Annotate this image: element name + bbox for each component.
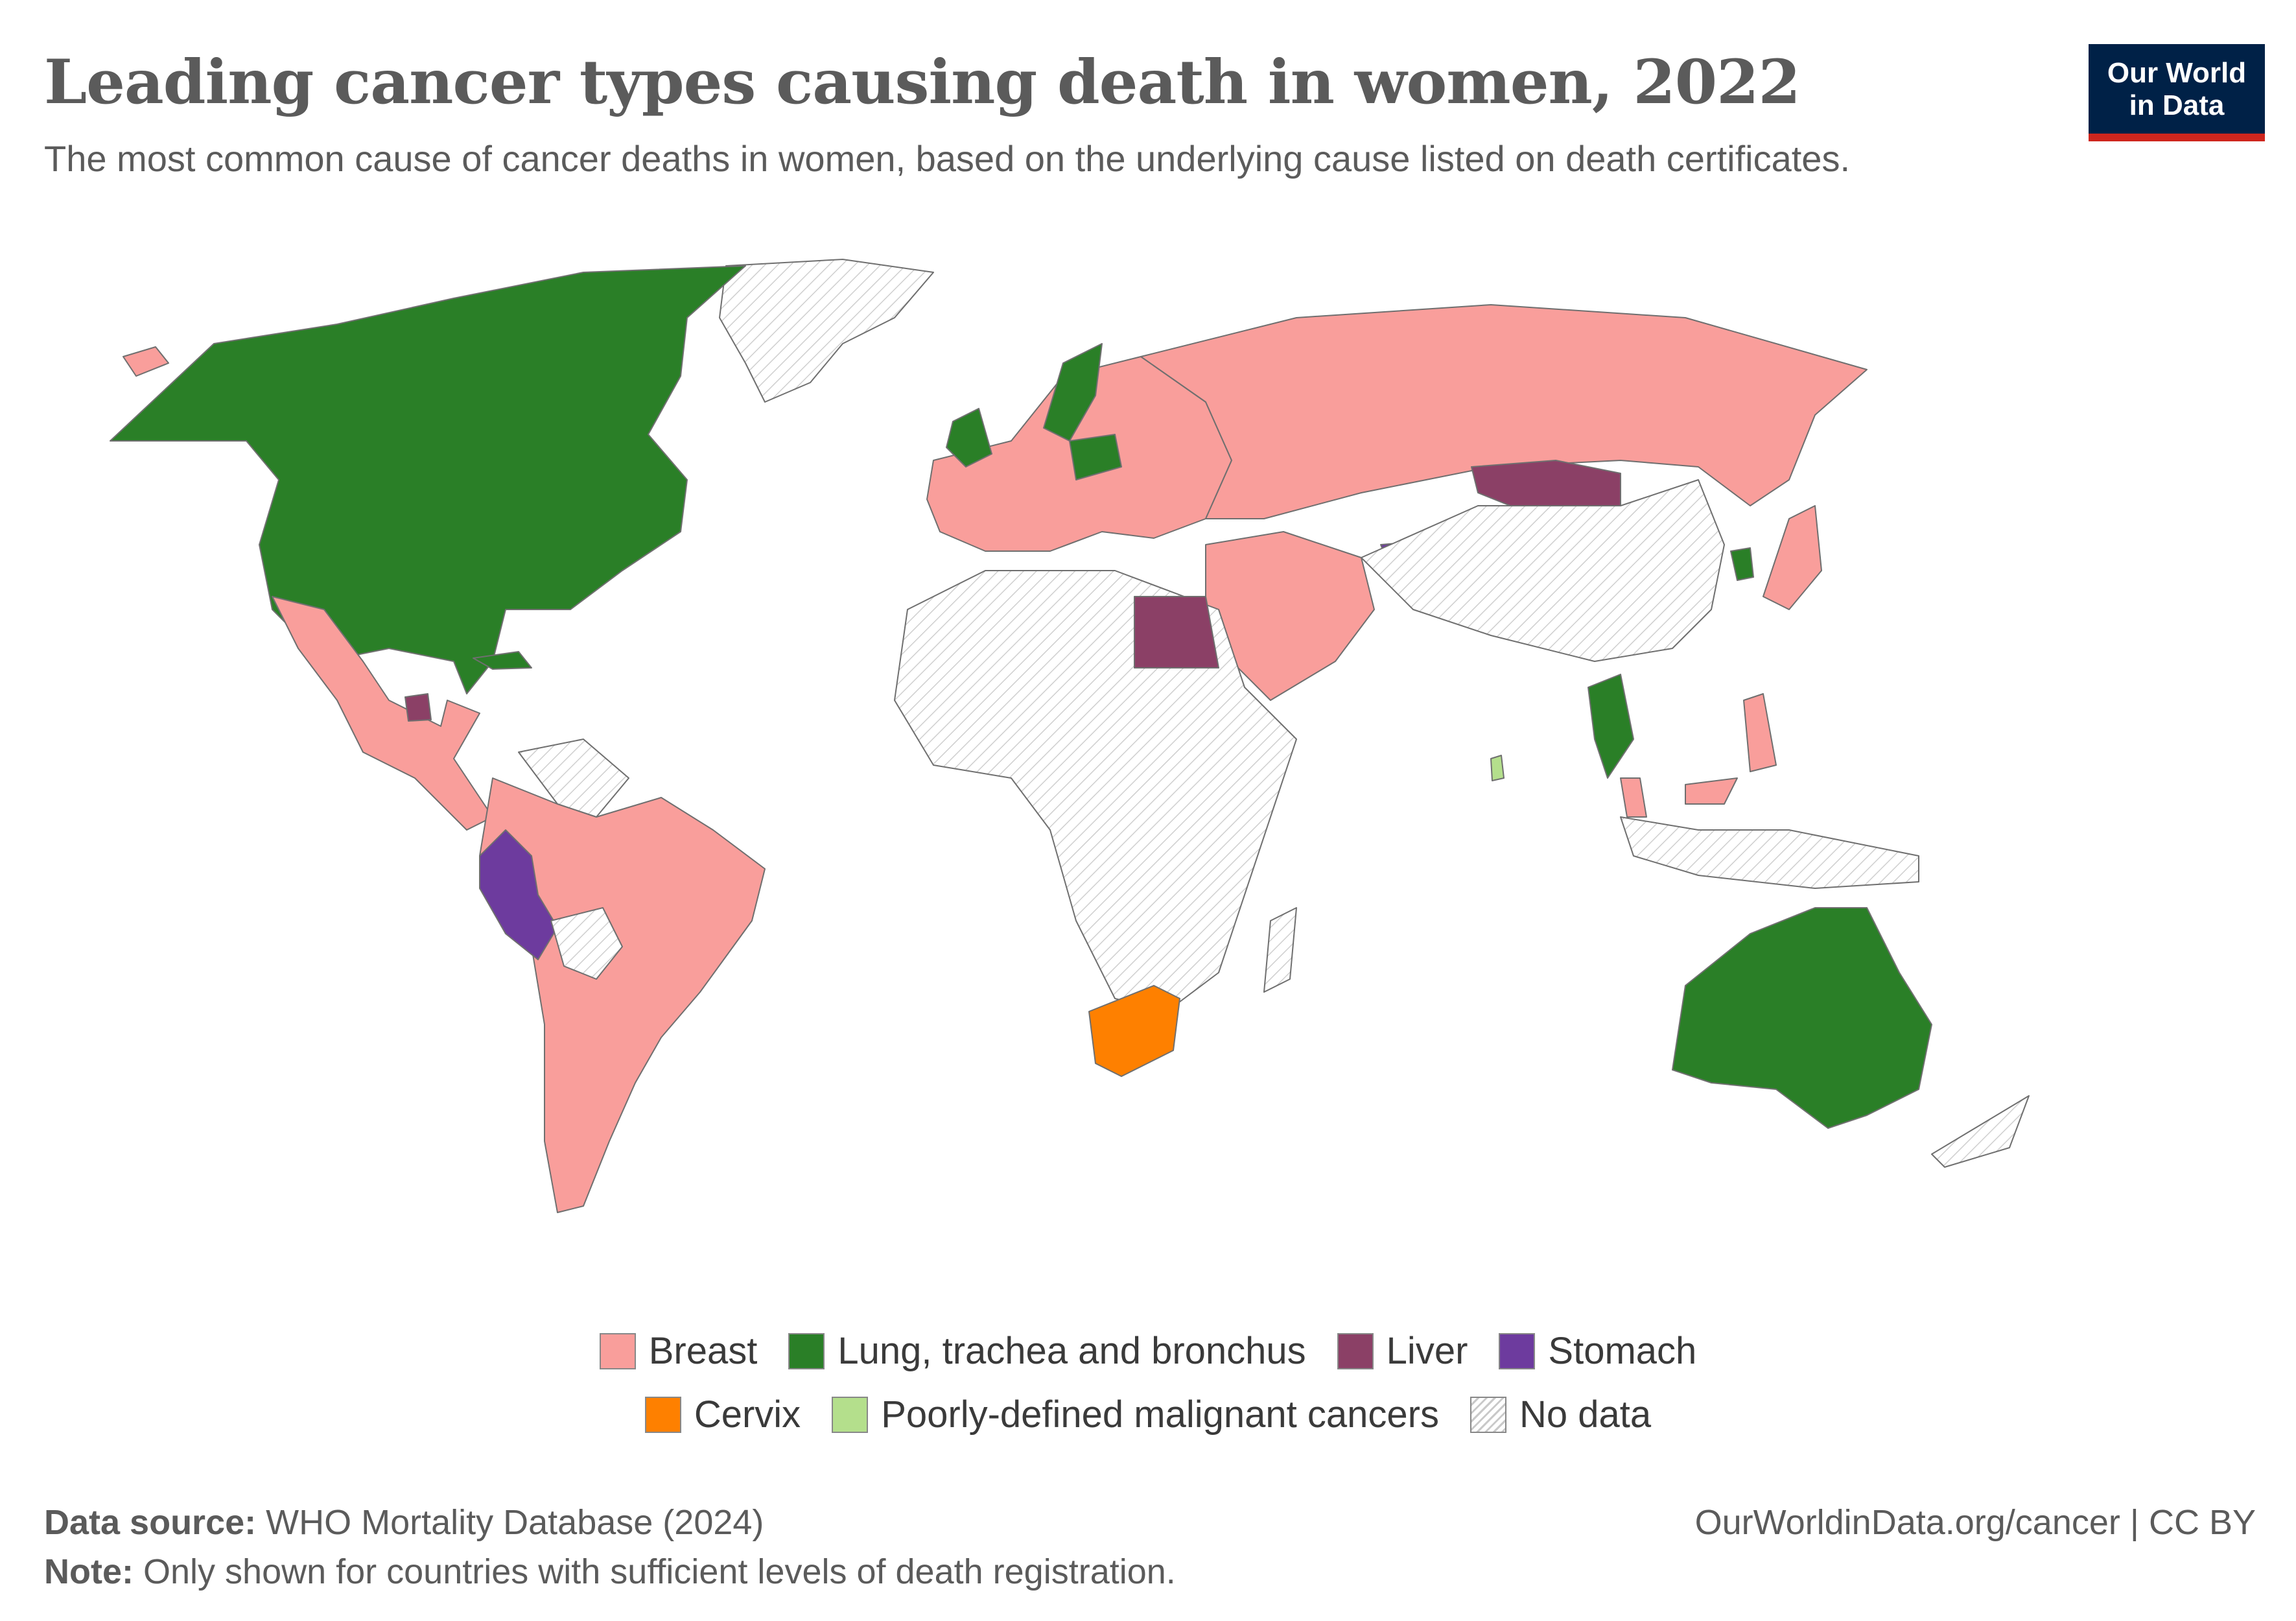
legend-label-cervix: Cervix [694, 1393, 801, 1436]
legend-item-stomach[interactable]: Stomach [1499, 1329, 1696, 1373]
region-japan[interactable] [1763, 505, 1822, 610]
region-guatemala[interactable] [404, 693, 432, 722]
region-south-africa[interactable] [1088, 985, 1180, 1077]
legend-item-no-data[interactable]: No data [1470, 1393, 1651, 1436]
legend-item-lung[interactable]: Lung, trachea and bronchus [788, 1329, 1306, 1373]
region-north-america[interactable] [110, 265, 746, 694]
legend-row-2: Cervix Poorly-defined malignant cancers … [0, 1393, 2296, 1436]
region-greenland[interactable] [719, 259, 934, 403]
legend-row-1: Breast Lung, trachea and bronchus Liver … [0, 1329, 2296, 1373]
region-russia[interactable] [1140, 304, 1868, 519]
region-south-america[interactable] [479, 777, 766, 1213]
legend-item-breast[interactable]: Breast [599, 1329, 758, 1373]
region-mexico-central-america[interactable] [272, 596, 493, 831]
chart-subtitle: The most common cause of cancer deaths i… [44, 138, 1850, 179]
data-source-line: Data source: WHO Mortality Database (202… [44, 1498, 1176, 1547]
world-map[interactable] [0, 246, 2296, 1258]
footer-attribution: OurWorldinData.org/cancer | CC BY [1695, 1498, 2256, 1547]
region-cuba[interactable] [473, 651, 532, 670]
note-text: Only shown for countries with sufficient… [143, 1552, 1176, 1591]
data-source-text: WHO Mortality Database (2024) [266, 1503, 764, 1542]
legend-label-liver: Liver [1386, 1330, 1468, 1372]
legend-swatch-poorly-defined [832, 1396, 869, 1433]
legend-label-lung: Lung, trachea and bronchus [838, 1330, 1306, 1372]
legend-item-liver[interactable]: Liver [1337, 1329, 1468, 1373]
note-line: Note: Only shown for countries with suff… [44, 1547, 1176, 1596]
region-scandinavia[interactable] [1043, 343, 1103, 442]
owid-url-link[interactable]: OurWorldinData.org/cancer [1694, 1503, 2120, 1542]
legend-swatch-stomach [1499, 1332, 1536, 1369]
footer-source-note: Data source: WHO Mortality Database (202… [44, 1498, 1176, 1596]
attribution-separator: | [2129, 1503, 2139, 1542]
region-east-asia[interactable] [1361, 479, 1725, 662]
region-sri-lanka[interactable] [1490, 755, 1505, 781]
logo-line-1: Our World [2107, 57, 2247, 89]
legend-label-no-data: No data [1519, 1393, 1652, 1436]
region-thailand[interactable] [1587, 674, 1634, 779]
region-egypt[interactable] [1134, 596, 1219, 669]
legend-label-poorly-defined: Poorly-defined malignant cancers [881, 1393, 1439, 1436]
region-bolivia[interactable] [550, 907, 623, 980]
region-central-europe[interactable] [1069, 434, 1122, 480]
legend-swatch-lung [788, 1332, 825, 1369]
legend-swatch-no-data [1470, 1396, 1506, 1433]
legend-swatch-liver [1337, 1332, 1374, 1369]
region-australia[interactable] [1672, 907, 1932, 1129]
region-malaysia[interactable] [1620, 777, 1738, 818]
legend-swatch-breast [599, 1332, 636, 1369]
region-philippines[interactable] [1743, 693, 1777, 772]
region-madagascar[interactable] [1263, 907, 1297, 993]
region-south-korea[interactable] [1730, 547, 1754, 581]
legend-swatch-cervix [644, 1396, 681, 1433]
legend-item-poorly-defined[interactable]: Poorly-defined malignant cancers [832, 1393, 1439, 1436]
region-indonesia[interactable] [1620, 816, 1919, 889]
note-label: Note: [44, 1552, 134, 1591]
chart-title: Leading cancer types causing death in wo… [44, 47, 1801, 118]
legend-item-cervix[interactable]: Cervix [644, 1393, 801, 1436]
owid-logo[interactable]: Our World in Data [2089, 44, 2265, 141]
license-text: CC BY [2148, 1503, 2256, 1542]
logo-line-2: in Data [2129, 89, 2225, 121]
region-northern-south-america[interactable] [518, 739, 629, 818]
region-alaska-islands[interactable] [123, 346, 169, 377]
legend-label-stomach: Stomach [1548, 1330, 1697, 1372]
data-source-label: Data source: [44, 1503, 257, 1542]
legend-label-breast: Breast [648, 1330, 758, 1372]
region-new-zealand[interactable] [1931, 1095, 2030, 1168]
region-united-kingdom[interactable] [946, 408, 992, 467]
